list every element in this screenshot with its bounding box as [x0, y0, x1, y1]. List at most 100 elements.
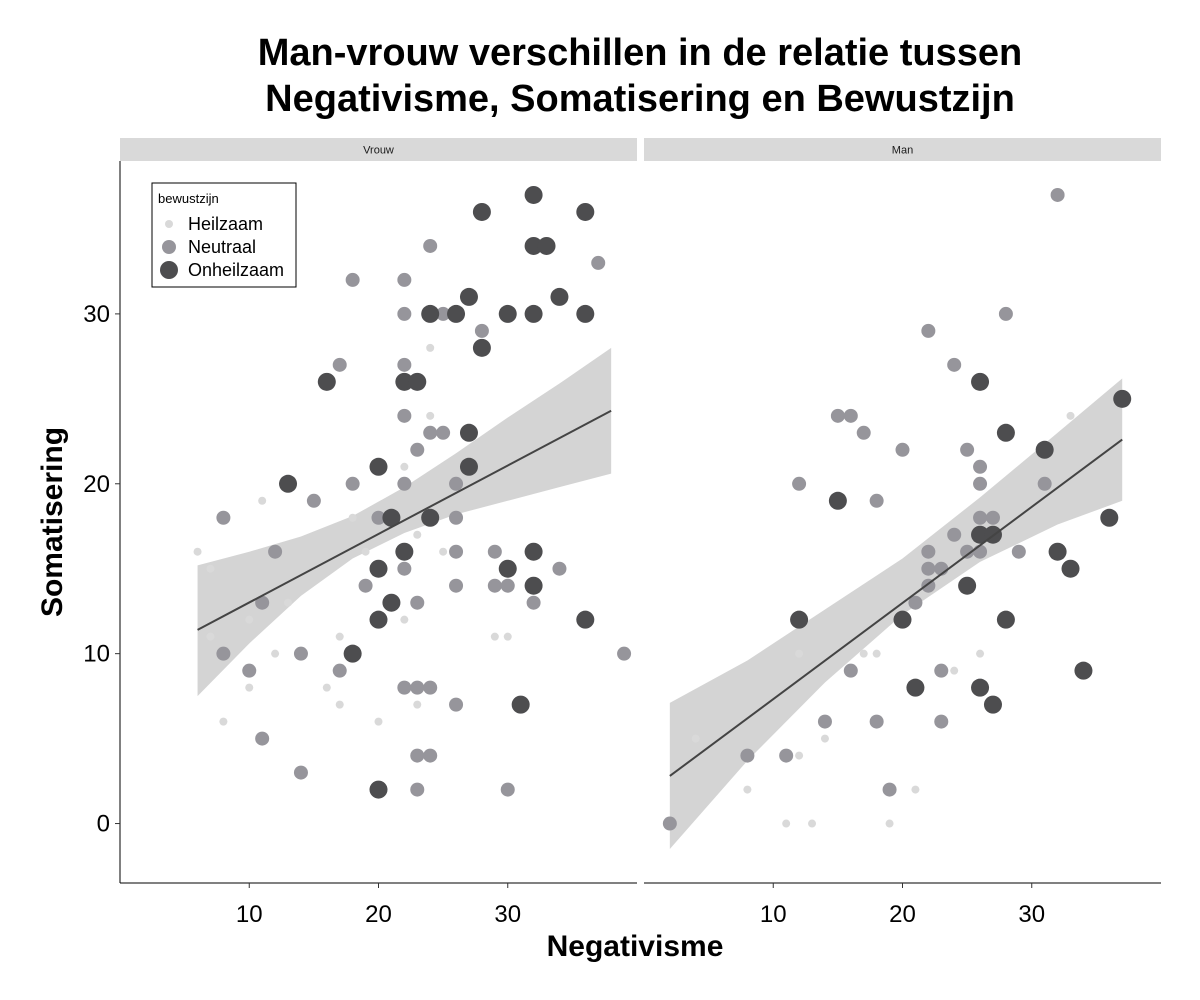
data-point-neutraal — [397, 306, 412, 321]
data-point-onheilzaam — [524, 304, 543, 323]
data-point-neutraal — [436, 425, 451, 440]
data-point-neutraal — [817, 714, 832, 729]
data-point-neutraal — [947, 357, 962, 372]
data-point-onheilzaam — [1113, 389, 1132, 408]
data-point-neutraal — [449, 510, 464, 525]
data-point-heilzaam — [206, 564, 215, 573]
facet-strip-label-vrouw: Vrouw — [363, 145, 394, 157]
x-tick-label: 10 — [236, 901, 263, 928]
data-point-neutraal — [1037, 476, 1052, 491]
data-point-heilzaam — [193, 547, 202, 556]
data-point-neutraal — [830, 408, 845, 423]
data-point-neutraal — [960, 442, 975, 457]
data-point-onheilzaam — [550, 287, 569, 306]
data-point-onheilzaam — [576, 610, 595, 629]
data-point-neutraal — [345, 272, 360, 287]
facet-strip-man — [644, 138, 1161, 161]
data-point-neutraal — [449, 697, 464, 712]
data-point-heilzaam — [374, 717, 383, 726]
data-point-heilzaam — [872, 649, 881, 658]
data-point-onheilzaam — [524, 576, 543, 595]
data-point-heilzaam — [413, 530, 422, 539]
data-point-heilzaam — [400, 615, 409, 624]
data-point-heilzaam — [413, 700, 422, 709]
data-point-neutraal — [306, 493, 321, 508]
data-point-heilzaam — [322, 683, 331, 692]
data-point-neutraal — [869, 714, 884, 729]
data-point-heilzaam — [885, 819, 894, 828]
data-point-neutraal — [921, 561, 936, 576]
data-point-onheilzaam — [1061, 559, 1080, 578]
data-point-neutraal — [591, 255, 606, 270]
data-point-onheilzaam — [317, 372, 336, 391]
data-point-onheilzaam — [996, 610, 1015, 629]
data-point-heilzaam — [284, 598, 293, 607]
legend-label-neutraal: Neutraal — [188, 237, 256, 257]
chart-title-line-2: Negativisme, Somatisering en Bewustzijn — [265, 78, 1015, 120]
legend: bewustzijn Heilzaam Neutraal Onheilzaam — [151, 182, 297, 288]
data-point-neutraal — [410, 748, 425, 763]
data-point-neutraal — [921, 544, 936, 559]
data-point-onheilzaam — [511, 695, 530, 714]
data-point-heilzaam — [206, 632, 215, 641]
data-point-neutraal — [947, 527, 962, 542]
data-point-neutraal — [345, 476, 360, 491]
data-point-onheilzaam — [524, 236, 543, 255]
data-point-neutraal — [843, 663, 858, 678]
data-point-neutraal — [973, 459, 988, 474]
data-point-neutraal — [423, 238, 438, 253]
y-tick-label: 30 — [83, 301, 110, 328]
data-point-neutraal — [856, 425, 871, 440]
data-point-heilzaam — [439, 547, 448, 556]
x-tick-label: 20 — [365, 901, 392, 928]
data-point-onheilzaam — [421, 304, 440, 323]
data-point-onheilzaam — [1035, 440, 1054, 459]
data-point-neutraal — [934, 663, 949, 678]
data-point-heilzaam — [820, 734, 829, 743]
data-point-heilzaam — [503, 632, 512, 641]
data-point-heilzaam — [976, 649, 985, 658]
data-point-heilzaam — [795, 751, 804, 760]
legend-label-heilzaam: Heilzaam — [188, 214, 263, 234]
data-point-neutraal — [973, 510, 988, 525]
x-tick-label: 30 — [1018, 901, 1045, 928]
data-point-neutraal — [882, 782, 897, 797]
data-point-neutraal — [268, 544, 283, 559]
data-point-neutraal — [1011, 544, 1026, 559]
facet-panel-man: Man 10 20 30 — [644, 138, 1161, 928]
data-point-heilzaam — [361, 547, 370, 556]
data-point-neutraal — [500, 578, 515, 593]
data-point-neutraal — [255, 731, 270, 746]
data-point-onheilzaam — [382, 508, 401, 527]
data-point-onheilzaam — [369, 457, 388, 476]
data-point-neutraal — [985, 510, 1000, 525]
data-point-onheilzaam — [459, 287, 478, 306]
data-point-neutraal — [1050, 187, 1065, 202]
data-point-neutraal — [526, 595, 541, 610]
facet-panel-vrouw: Vrouw 10 20 30 — [119, 138, 637, 928]
data-point-neutraal — [242, 663, 257, 678]
legend-key-heilzaam — [165, 220, 173, 228]
data-point-neutraal — [397, 476, 412, 491]
data-point-neutraal — [908, 595, 923, 610]
data-point-neutraal — [255, 595, 270, 610]
data-point-neutraal — [973, 476, 988, 491]
data-point-onheilzaam — [537, 236, 556, 255]
facet-strip-vrouw — [120, 138, 637, 161]
data-point-heilzaam — [782, 819, 791, 828]
data-point-onheilzaam — [790, 610, 809, 629]
data-point-neutraal — [449, 544, 464, 559]
x-tick-label: 10 — [760, 901, 787, 928]
data-point-neutraal — [792, 476, 807, 491]
data-point-heilzaam — [219, 717, 228, 726]
data-point-onheilzaam — [395, 542, 414, 561]
data-point-onheilzaam — [893, 610, 912, 629]
data-point-heilzaam — [271, 649, 280, 658]
x-tick-label: 20 — [889, 901, 916, 928]
data-point-onheilzaam — [279, 474, 298, 493]
data-point-onheilzaam — [395, 372, 414, 391]
data-point-neutraal — [397, 408, 412, 423]
data-point-neutraal — [293, 646, 308, 661]
data-point-onheilzaam — [421, 508, 440, 527]
